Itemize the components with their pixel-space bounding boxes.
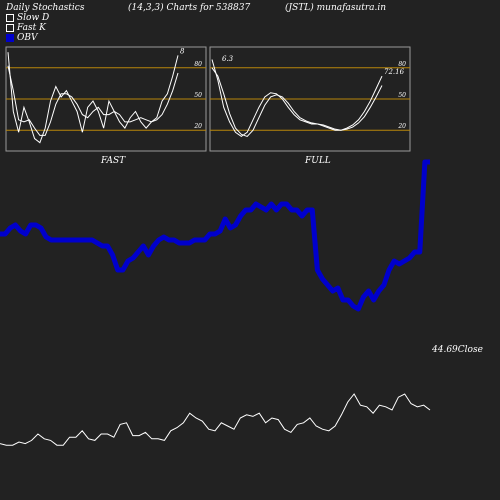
fast-panel-end-value-label: 8 bbox=[180, 47, 185, 55]
full-panel-line-slow-d bbox=[211, 67, 383, 138]
full-panel-start-value-label: 6.3 bbox=[222, 55, 234, 63]
obv-line bbox=[0, 159, 430, 312]
chart-header-source: (JSTL) munafasutra.in bbox=[285, 3, 387, 13]
fast-panel-tick-label-80: 80 bbox=[194, 61, 202, 68]
close-price-label: 44.69Close bbox=[431, 345, 483, 355]
chart-header-params: (14,3,3) Charts for 538837 bbox=[128, 3, 251, 13]
fast-panel-line-fast-k bbox=[7, 52, 179, 144]
full-panel-end-value-label: 72.16 bbox=[384, 68, 405, 76]
close-price-line bbox=[0, 393, 431, 446]
full-panel-tick-label-80: 80 bbox=[398, 61, 406, 68]
legend-obv-swatch bbox=[6, 34, 14, 42]
full-panel-line-fast-k bbox=[211, 59, 383, 138]
fast-panel-tick-label-20: 20 bbox=[193, 123, 202, 130]
full-panel-tick-label-20: 20 bbox=[397, 123, 406, 130]
legend-slow-d-label: Slow D bbox=[17, 13, 50, 23]
full-panel-panel-label: FULL bbox=[304, 156, 331, 166]
legend-fast-k-label: Fast K bbox=[17, 23, 46, 33]
legend-fast-k: Fast K bbox=[6, 23, 46, 33]
chart-header-title: Daily Stochastics bbox=[6, 3, 85, 13]
legend-fast-k-swatch bbox=[6, 24, 14, 32]
full-panel-tick-label-50: 50 bbox=[398, 92, 406, 99]
fast-panel-tick-label-50: 50 bbox=[194, 92, 202, 99]
legend-obv: OBV bbox=[6, 33, 38, 43]
legend-slow-d: Slow D bbox=[6, 13, 49, 23]
legend-slow-d-swatch bbox=[6, 14, 14, 22]
fast-panel-line-slow-d bbox=[7, 65, 179, 136]
legend-obv-label: OBV bbox=[17, 33, 38, 43]
fast-panel-panel-label: FAST bbox=[100, 156, 126, 166]
